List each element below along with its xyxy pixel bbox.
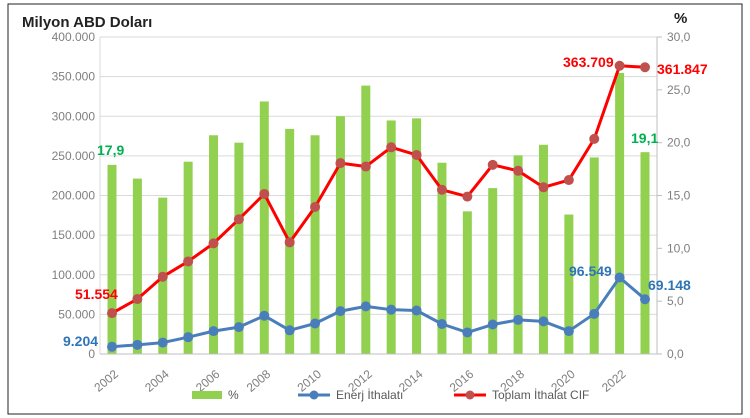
point-total xyxy=(487,159,498,170)
bar-percent xyxy=(259,101,269,354)
point-energy xyxy=(538,316,549,327)
point-energy xyxy=(614,272,625,283)
point-energy xyxy=(436,319,447,330)
point-total xyxy=(259,188,270,199)
bar-percent xyxy=(640,152,650,354)
y-tick-label: 50.000 xyxy=(58,307,95,321)
bar-percent xyxy=(234,142,244,354)
legend-total-label: Toplam İthalat CIF xyxy=(492,388,589,402)
bar-percent xyxy=(437,162,447,354)
y2-tick-label: 0,0 xyxy=(667,347,684,361)
total-label-first: 51.554 xyxy=(75,286,118,302)
point-energy xyxy=(360,301,371,312)
chart-title: Milyon ABD Doları xyxy=(22,14,152,31)
point-total xyxy=(107,308,117,319)
legend-energy-label: Enerj İthalatı xyxy=(336,388,403,402)
point-energy xyxy=(335,306,346,317)
y-tick-label: 100.000 xyxy=(52,268,96,282)
y-tick-label: 200.000 xyxy=(52,189,96,203)
point-total xyxy=(284,237,295,248)
line-total-imports xyxy=(111,64,646,315)
point-total xyxy=(589,133,600,144)
point-energy xyxy=(208,326,219,337)
y2-tick-label: 10,0 xyxy=(667,241,691,255)
y2-tick-label: 30,0 xyxy=(667,30,691,44)
point-energy xyxy=(157,337,168,348)
y2-tick-label: 25,0 xyxy=(667,83,691,97)
y-tick-label: 300.000 xyxy=(52,109,96,123)
bar-percent xyxy=(488,188,498,354)
point-energy xyxy=(107,341,117,352)
point-energy xyxy=(640,294,650,305)
point-energy xyxy=(589,308,600,319)
point-total xyxy=(411,149,422,160)
point-total xyxy=(157,271,168,282)
point-total xyxy=(233,214,244,225)
point-total xyxy=(183,256,194,267)
bar-percent xyxy=(335,116,345,354)
total-label-peak: 363.709 xyxy=(563,54,614,70)
legend-energy-marker xyxy=(309,390,319,400)
y-tick-label: 400.000 xyxy=(52,30,96,44)
legend-total-marker xyxy=(465,390,475,400)
line-energy-imports xyxy=(111,275,646,349)
point-total xyxy=(386,142,397,153)
y-tick-label: 250.000 xyxy=(52,149,96,163)
point-total xyxy=(310,201,321,212)
point-energy xyxy=(183,332,194,343)
bar-percent xyxy=(361,85,371,355)
point-total xyxy=(335,158,346,169)
energy-label-peak: 96.549 xyxy=(569,263,612,279)
y-tick-label: 0 xyxy=(88,347,95,361)
bar-percent xyxy=(564,214,574,354)
point-energy xyxy=(462,327,473,338)
point-total xyxy=(132,294,143,305)
bar-percent xyxy=(538,144,548,354)
point-total xyxy=(513,165,524,176)
bar-percent xyxy=(132,178,142,354)
point-energy xyxy=(233,322,244,333)
point-energy xyxy=(487,319,498,330)
point-total xyxy=(462,191,473,202)
bar-percent xyxy=(107,164,117,354)
point-energy xyxy=(563,326,574,337)
point-energy xyxy=(284,325,295,336)
bar-percent xyxy=(462,211,472,354)
y2-tick-label: 20,0 xyxy=(667,136,691,150)
legend-bar-swatch xyxy=(192,391,222,399)
y-tick-label: 350.000 xyxy=(52,70,96,84)
point-energy xyxy=(132,339,143,350)
bar-percent xyxy=(386,120,396,354)
bar-percent xyxy=(513,155,523,354)
energy-label-last: 69.148 xyxy=(648,277,691,293)
y-tick-label: 150.000 xyxy=(52,228,96,242)
y2-tick-label: 5,0 xyxy=(667,294,684,308)
point-total xyxy=(563,175,574,186)
bar-percent xyxy=(589,157,599,354)
energy-label-first: 9.204 xyxy=(63,333,98,349)
point-energy xyxy=(513,314,524,325)
point-total xyxy=(436,184,447,195)
point-energy xyxy=(411,305,422,316)
point-total xyxy=(360,161,371,172)
point-energy xyxy=(310,318,321,329)
bar-percent xyxy=(615,72,625,354)
bar-percent xyxy=(412,118,422,354)
right-axis-unit: % xyxy=(674,10,687,27)
legend-bar-label: % xyxy=(228,388,239,402)
point-energy xyxy=(259,310,270,321)
point-total xyxy=(538,182,549,193)
total-label-last: 361.847 xyxy=(657,61,708,77)
bar-label-first: 17,9 xyxy=(97,142,124,158)
point-total xyxy=(614,60,625,71)
point-total xyxy=(640,62,650,73)
bar-percent xyxy=(310,135,320,354)
y2-tick-label: 15,0 xyxy=(667,189,691,203)
point-energy xyxy=(386,304,397,315)
bar-label-last: 19,1 xyxy=(631,130,658,146)
point-total xyxy=(208,238,219,249)
